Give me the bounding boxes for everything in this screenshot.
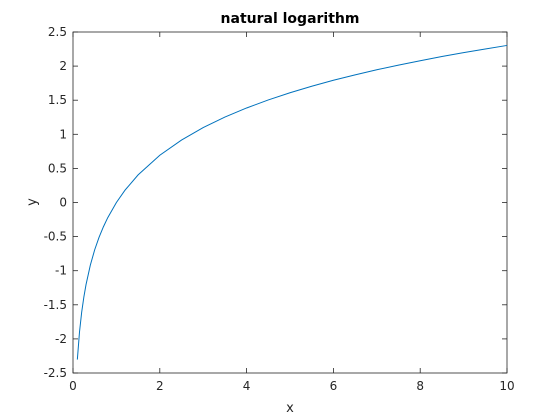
y-tick-label: -1: [55, 264, 67, 278]
y-tick-label: -2.5: [44, 366, 67, 380]
x-tick-label: 10: [499, 379, 514, 393]
y-tick-label: -2: [55, 332, 67, 346]
y-tick-label: 0: [59, 196, 67, 210]
x-axis-label: x: [286, 401, 294, 416]
chart-title: natural logarithm: [221, 11, 360, 27]
plot-box: [72, 31, 508, 374]
plot-area: 0 2 4 6 8 10 -2.5 -2 -1.5 -1 -0.5 0 0.5 1 1.5 2 2.5: [44, 25, 515, 393]
y-axis-label: y: [25, 198, 40, 206]
y-tick-label: 2: [59, 59, 67, 73]
y-tick-label: 1: [59, 127, 67, 141]
x-tick-label: 8: [416, 379, 424, 393]
series-line: [76, 44, 508, 360]
y-tick-label: 2.5: [48, 25, 67, 39]
x-tick-label: 2: [156, 379, 164, 393]
y-tick-label: -1.5: [44, 298, 67, 312]
y-tick-label: 0.5: [48, 161, 67, 175]
y-tick-label: 1.5: [48, 93, 67, 107]
y-tick-label: -0.5: [44, 230, 67, 244]
x-tick-label: 0: [69, 379, 77, 393]
x-tick-label: 4: [243, 379, 251, 393]
x-tick-label: 6: [330, 379, 338, 393]
